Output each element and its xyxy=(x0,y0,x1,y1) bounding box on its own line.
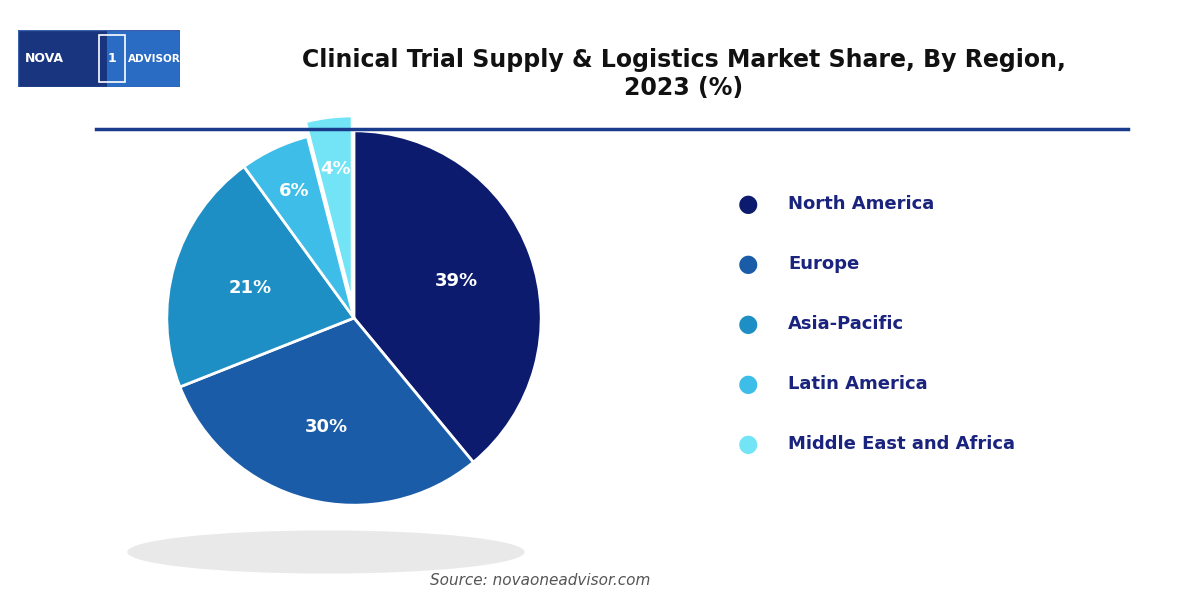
Text: 6%: 6% xyxy=(278,182,310,200)
Ellipse shape xyxy=(127,530,524,574)
Text: 30%: 30% xyxy=(305,418,348,436)
Text: ●: ● xyxy=(738,192,758,216)
Text: Europe: Europe xyxy=(788,255,859,273)
Text: 4%: 4% xyxy=(320,160,350,178)
Text: ADVISOR: ADVISOR xyxy=(128,53,181,64)
Text: Latin America: Latin America xyxy=(788,375,928,393)
Text: Source: novaoneadvisor.com: Source: novaoneadvisor.com xyxy=(430,573,650,588)
Wedge shape xyxy=(180,318,473,505)
Text: 1: 1 xyxy=(108,52,116,65)
FancyBboxPatch shape xyxy=(107,30,180,87)
Text: North America: North America xyxy=(788,195,935,213)
Text: NOVA: NOVA xyxy=(24,52,64,65)
Text: 39%: 39% xyxy=(434,272,478,290)
Wedge shape xyxy=(167,167,354,387)
Text: Asia-Pacific: Asia-Pacific xyxy=(788,315,905,333)
Wedge shape xyxy=(354,131,541,462)
Wedge shape xyxy=(306,116,352,303)
Text: ●: ● xyxy=(738,252,758,276)
Text: ●: ● xyxy=(738,312,758,336)
Text: 21%: 21% xyxy=(228,279,271,297)
FancyBboxPatch shape xyxy=(18,30,107,87)
Text: ●: ● xyxy=(738,432,758,456)
Wedge shape xyxy=(244,137,354,318)
Text: Clinical Trial Supply & Logistics Market Share, By Region,
2023 (%): Clinical Trial Supply & Logistics Market… xyxy=(302,48,1066,100)
Text: ●: ● xyxy=(738,372,758,396)
Text: Middle East and Africa: Middle East and Africa xyxy=(788,435,1015,453)
